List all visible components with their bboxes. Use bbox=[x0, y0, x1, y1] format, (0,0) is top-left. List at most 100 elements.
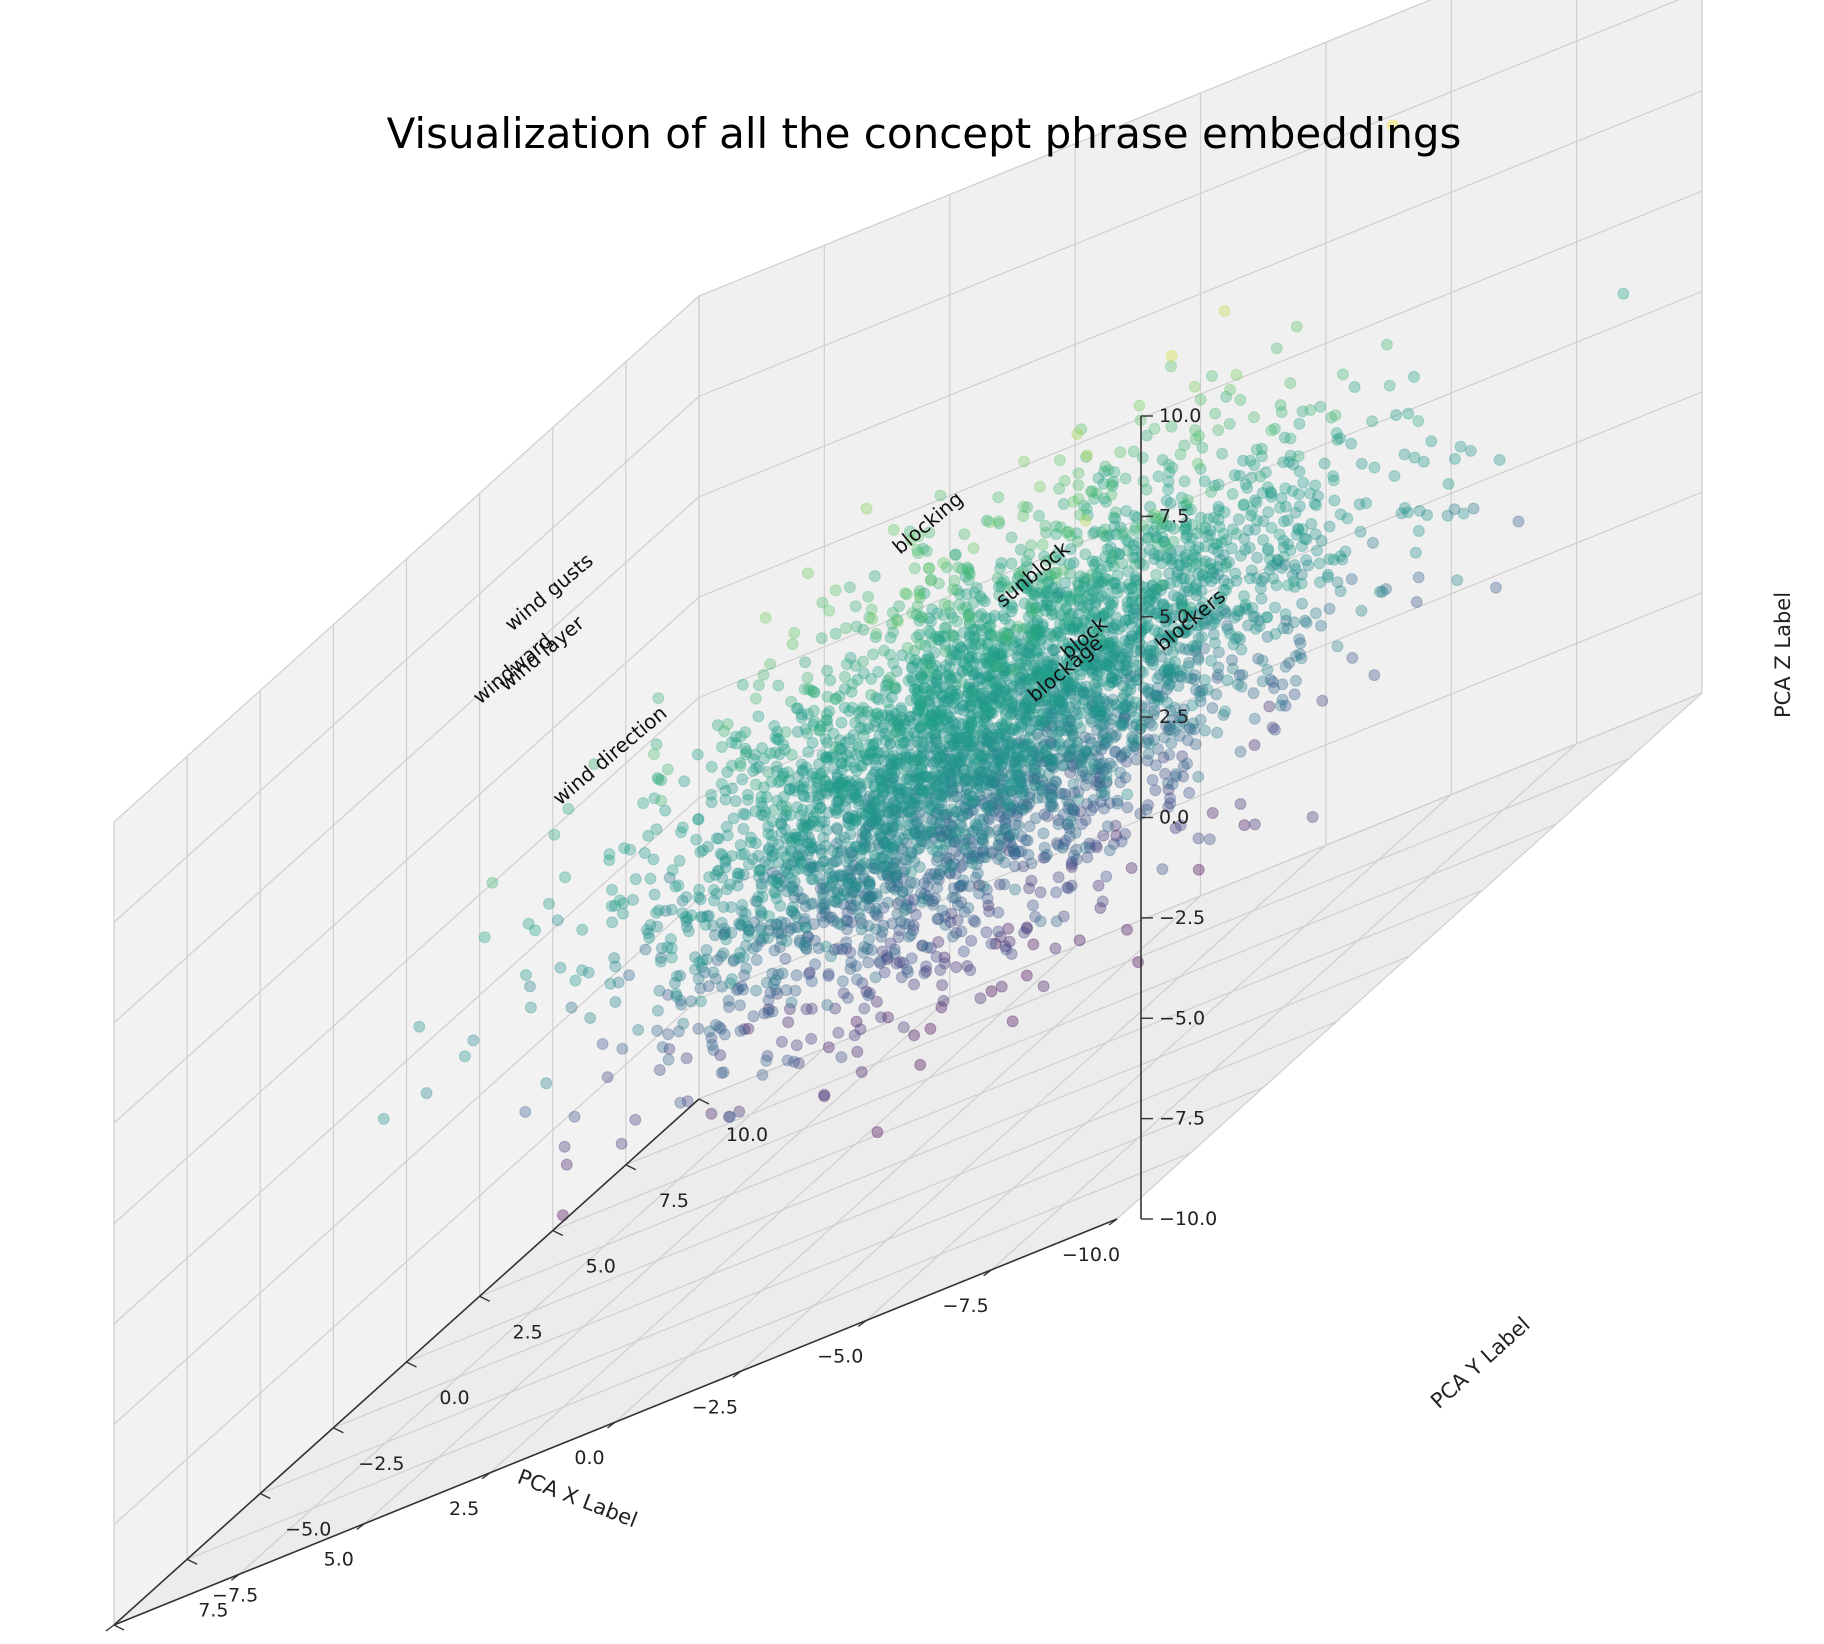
data-point bbox=[992, 648, 1005, 661]
data-point bbox=[762, 858, 775, 871]
data-point bbox=[915, 835, 928, 848]
data-point bbox=[1217, 548, 1230, 561]
data-point bbox=[1410, 596, 1423, 608]
data-point bbox=[1097, 477, 1110, 490]
data-point bbox=[1127, 589, 1140, 602]
data-point bbox=[1144, 654, 1157, 667]
data-point bbox=[1116, 651, 1129, 664]
data-point bbox=[750, 984, 763, 997]
data-point bbox=[1081, 509, 1094, 522]
data-point bbox=[1041, 848, 1053, 861]
data-point bbox=[1293, 633, 1306, 646]
data-point bbox=[692, 1022, 705, 1035]
data-point bbox=[1161, 552, 1173, 564]
y-axis-label: PCA Y Label bbox=[1426, 1312, 1535, 1413]
data-point bbox=[1239, 601, 1252, 614]
data-point bbox=[656, 1041, 669, 1054]
data-point bbox=[1412, 525, 1425, 537]
data-point bbox=[1048, 607, 1061, 620]
y-tick-label: 2.5 bbox=[513, 1321, 543, 1343]
data-point bbox=[1085, 568, 1098, 581]
data-point bbox=[1255, 592, 1268, 605]
grid-line-floor-y bbox=[552, 823, 1556, 1232]
data-point bbox=[1172, 591, 1184, 604]
data-point bbox=[1205, 370, 1218, 382]
data-point bbox=[1261, 663, 1274, 676]
data-point bbox=[603, 848, 616, 861]
data-point bbox=[762, 827, 775, 840]
data-point bbox=[1205, 654, 1218, 667]
data-point bbox=[1159, 615, 1172, 628]
data-point bbox=[1034, 718, 1047, 731]
data-point bbox=[1088, 678, 1101, 691]
data-point bbox=[1283, 656, 1296, 669]
data-point bbox=[705, 788, 718, 801]
data-point bbox=[752, 710, 765, 723]
data-point bbox=[988, 650, 1001, 662]
data-point bbox=[967, 656, 980, 669]
data-point bbox=[1107, 651, 1119, 664]
data-point bbox=[975, 672, 988, 685]
data-point bbox=[1044, 791, 1057, 804]
data-point bbox=[798, 939, 811, 952]
data-point bbox=[1061, 795, 1074, 807]
data-point bbox=[1085, 804, 1098, 817]
data-point bbox=[994, 849, 1007, 862]
data-point bbox=[983, 735, 996, 748]
data-point bbox=[1115, 835, 1128, 848]
data-point bbox=[1273, 528, 1286, 541]
data-point bbox=[1072, 654, 1085, 667]
data-point bbox=[1195, 601, 1207, 614]
data-point bbox=[861, 892, 874, 905]
data-point bbox=[1080, 451, 1092, 463]
data-point bbox=[1002, 798, 1015, 811]
data-point bbox=[1121, 544, 1134, 557]
data-point bbox=[793, 854, 806, 867]
grid-line-wall-z bbox=[113, 395, 700, 923]
data-point bbox=[900, 588, 913, 601]
data-point bbox=[1156, 863, 1169, 876]
data-point bbox=[849, 600, 862, 613]
data-point bbox=[1421, 509, 1434, 522]
data-point bbox=[1141, 523, 1154, 536]
data-point bbox=[846, 678, 859, 691]
data-point bbox=[1287, 458, 1300, 471]
data-point bbox=[1412, 571, 1425, 584]
data-point bbox=[875, 861, 888, 874]
data-point bbox=[1164, 577, 1177, 590]
data-point bbox=[703, 1025, 716, 1038]
data-point bbox=[1110, 528, 1123, 541]
data-point bbox=[644, 872, 657, 885]
data-point bbox=[791, 725, 804, 738]
data-point bbox=[1150, 531, 1163, 544]
data-point bbox=[974, 590, 987, 603]
data-point bbox=[559, 871, 571, 884]
data-point bbox=[1128, 544, 1141, 557]
data-point bbox=[790, 910, 803, 923]
data-point bbox=[1183, 656, 1195, 669]
data-point bbox=[978, 749, 991, 762]
data-point bbox=[1120, 672, 1133, 685]
data-point bbox=[1127, 602, 1140, 615]
data-point bbox=[832, 802, 845, 815]
grid-line-wall-z bbox=[113, 596, 700, 1124]
data-point bbox=[974, 992, 987, 1005]
data-point bbox=[1263, 700, 1276, 713]
data-point bbox=[901, 641, 914, 654]
data-point bbox=[1106, 549, 1119, 562]
data-point bbox=[1442, 477, 1455, 490]
data-point bbox=[849, 815, 862, 827]
data-point bbox=[1282, 538, 1294, 551]
data-point bbox=[1296, 405, 1309, 418]
data-point bbox=[926, 715, 939, 728]
data-point bbox=[898, 904, 911, 917]
data-point bbox=[1079, 548, 1092, 561]
data-point bbox=[1219, 560, 1232, 573]
data-point bbox=[911, 836, 924, 849]
data-point bbox=[1030, 624, 1043, 637]
data-point bbox=[1300, 554, 1313, 567]
data-point bbox=[1197, 557, 1210, 570]
data-point bbox=[975, 693, 988, 705]
data-point bbox=[682, 925, 695, 938]
data-point bbox=[873, 955, 886, 968]
